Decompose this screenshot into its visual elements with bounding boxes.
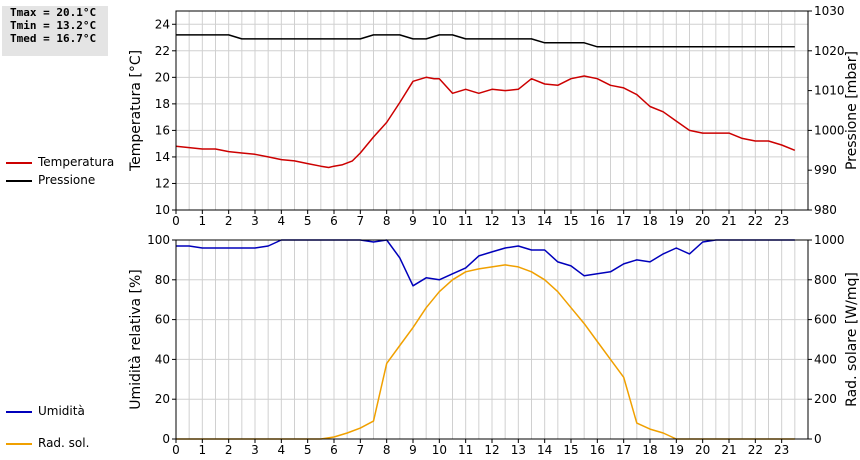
y-tick-label-left: 20 — [155, 70, 170, 84]
y-tick-label-right: 990 — [814, 163, 837, 177]
x-tick-label: 0 — [172, 443, 180, 457]
x-tick-label: 22 — [748, 443, 763, 457]
x-tick-label: 23 — [774, 443, 789, 457]
chart-panel-bottom: 0 1 2 3 4 5 6 7 8 9 10 11 12 13 14 15 16 17 18 19 20 21 22 2302… — [128, 233, 860, 457]
series-line-Rad. sol. — [176, 264, 795, 440]
legend-swatch-pressione — [6, 180, 32, 182]
y-tick-label-left: 12 — [155, 176, 170, 190]
y-tick-label-right: 1020 — [814, 44, 845, 58]
x-tick-label: 5 — [304, 214, 312, 228]
y-tick-label-right: 800 — [814, 273, 837, 287]
legend-swatch-radsol — [6, 443, 32, 445]
y-tick-label-left: 80 — [155, 273, 170, 287]
series-line-Temperatura — [175, 75, 796, 169]
x-tick-label: 22 — [748, 214, 763, 228]
y-tick-label-left: 40 — [155, 352, 170, 366]
y-tick-label-left: 22 — [155, 44, 170, 58]
y-tick-label-left: 60 — [155, 313, 170, 327]
x-tick-label: 12 — [484, 214, 499, 228]
tmin-label: Tmin = 13.2°C — [10, 19, 97, 32]
x-tick-label: 6 — [330, 214, 338, 228]
y-tick-label-right: 980 — [814, 203, 837, 217]
legend-swatch-umidita — [6, 411, 32, 413]
x-tick-label: 17 — [616, 214, 631, 228]
stats-box: Tmax = 20.1°C Tmin = 13.2°C Tmed = 16.7°… — [2, 6, 108, 56]
x-tick-label: 15 — [563, 214, 578, 228]
x-tick-label: 10 — [432, 443, 447, 457]
x-tick-label: 1 — [199, 443, 207, 457]
y-tick-label-left: 100 — [147, 233, 170, 247]
x-tick-label: 1 — [199, 214, 207, 228]
x-tick-label: 3 — [251, 214, 259, 228]
x-tick-label: 21 — [721, 443, 736, 457]
y-tick-label-left: 14 — [155, 150, 170, 164]
y-tick-label-right: 200 — [814, 392, 837, 406]
x-tick-label: 9 — [409, 214, 417, 228]
x-tick-label: 8 — [383, 214, 391, 228]
y-axis-title-left: Umidità relativa [%] — [128, 269, 144, 410]
y-axis-title-left: Temperatura [°C] — [128, 50, 144, 172]
x-tick-label: 18 — [642, 443, 657, 457]
y-tick-label-right: 1030 — [814, 4, 845, 18]
x-tick-label: 8 — [383, 443, 391, 457]
y-tick-label-left: 16 — [155, 123, 170, 137]
y-axis-title-right: Pressione [mbar] — [844, 51, 860, 170]
y-tick-label-right: 600 — [814, 313, 837, 327]
y-tick-label-left: 0 — [162, 432, 170, 446]
x-tick-label: 19 — [669, 443, 684, 457]
x-tick-label: 11 — [458, 214, 473, 228]
y-tick-label-left: 20 — [155, 392, 170, 406]
x-tick-label: 23 — [774, 214, 789, 228]
x-tick-label: 14 — [537, 214, 552, 228]
y-tick-label-right: 1010 — [814, 84, 845, 98]
x-tick-label: 7 — [357, 214, 365, 228]
x-tick-label: 11 — [458, 443, 473, 457]
legend-label-temperatura: Temperatura — [38, 155, 115, 169]
y-tick-label-right: 1000 — [814, 123, 845, 137]
x-tick-label: 12 — [484, 443, 499, 457]
x-tick-label: 9 — [409, 443, 417, 457]
legend-label-umidita: Umidità — [38, 404, 85, 418]
x-tick-label: 17 — [616, 443, 631, 457]
x-tick-label: 14 — [537, 443, 552, 457]
y-tick-label-right: 0 — [814, 432, 822, 446]
series-line-Umidità — [176, 239, 795, 287]
legend-label-radsol: Rad. sol. — [38, 436, 90, 450]
x-tick-label: 7 — [357, 443, 365, 457]
x-tick-label: 2 — [225, 443, 233, 457]
x-tick-label: 10 — [432, 214, 447, 228]
legend-label-pressione: Pressione — [38, 173, 96, 187]
x-tick-label: 13 — [511, 443, 526, 457]
x-tick-label: 13 — [511, 214, 526, 228]
x-tick-label: 16 — [590, 443, 605, 457]
x-tick-label: 21 — [721, 214, 736, 228]
y-tick-label-left: 24 — [155, 17, 170, 31]
x-tick-label: 2 — [225, 214, 233, 228]
series-line-Pressione — [176, 34, 795, 48]
x-tick-label: 20 — [695, 214, 710, 228]
chart-panel-top: 0 1 2 3 4 5 6 7 8 9 10 11 12 13 14 15 16 17 18 19 20 21 22 2310… — [128, 4, 860, 228]
x-tick-label: 19 — [669, 214, 684, 228]
x-tick-label: 0 — [172, 214, 180, 228]
x-tick-label: 20 — [695, 443, 710, 457]
tmax-label: Tmax = 20.1°C — [10, 6, 97, 19]
x-tick-label: 4 — [278, 214, 286, 228]
y-tick-label-left: 10 — [155, 203, 170, 217]
y-tick-label-left: 18 — [155, 97, 170, 111]
x-tick-label: 16 — [590, 214, 605, 228]
y-axis-title-right: Rad. solare [W/mq] — [844, 272, 860, 407]
x-tick-label: 6 — [330, 443, 338, 457]
y-tick-label-right: 400 — [814, 352, 837, 366]
x-tick-label: 15 — [563, 443, 578, 457]
tmed-label: Tmed = 16.7°C — [10, 32, 97, 45]
legend-swatch-temperatura — [6, 162, 32, 164]
x-tick-label: 18 — [642, 214, 657, 228]
y-tick-label-right: 1000 — [814, 233, 845, 247]
x-tick-label: 4 — [278, 443, 286, 457]
x-tick-label: 3 — [251, 443, 259, 457]
x-tick-label: 5 — [304, 443, 312, 457]
